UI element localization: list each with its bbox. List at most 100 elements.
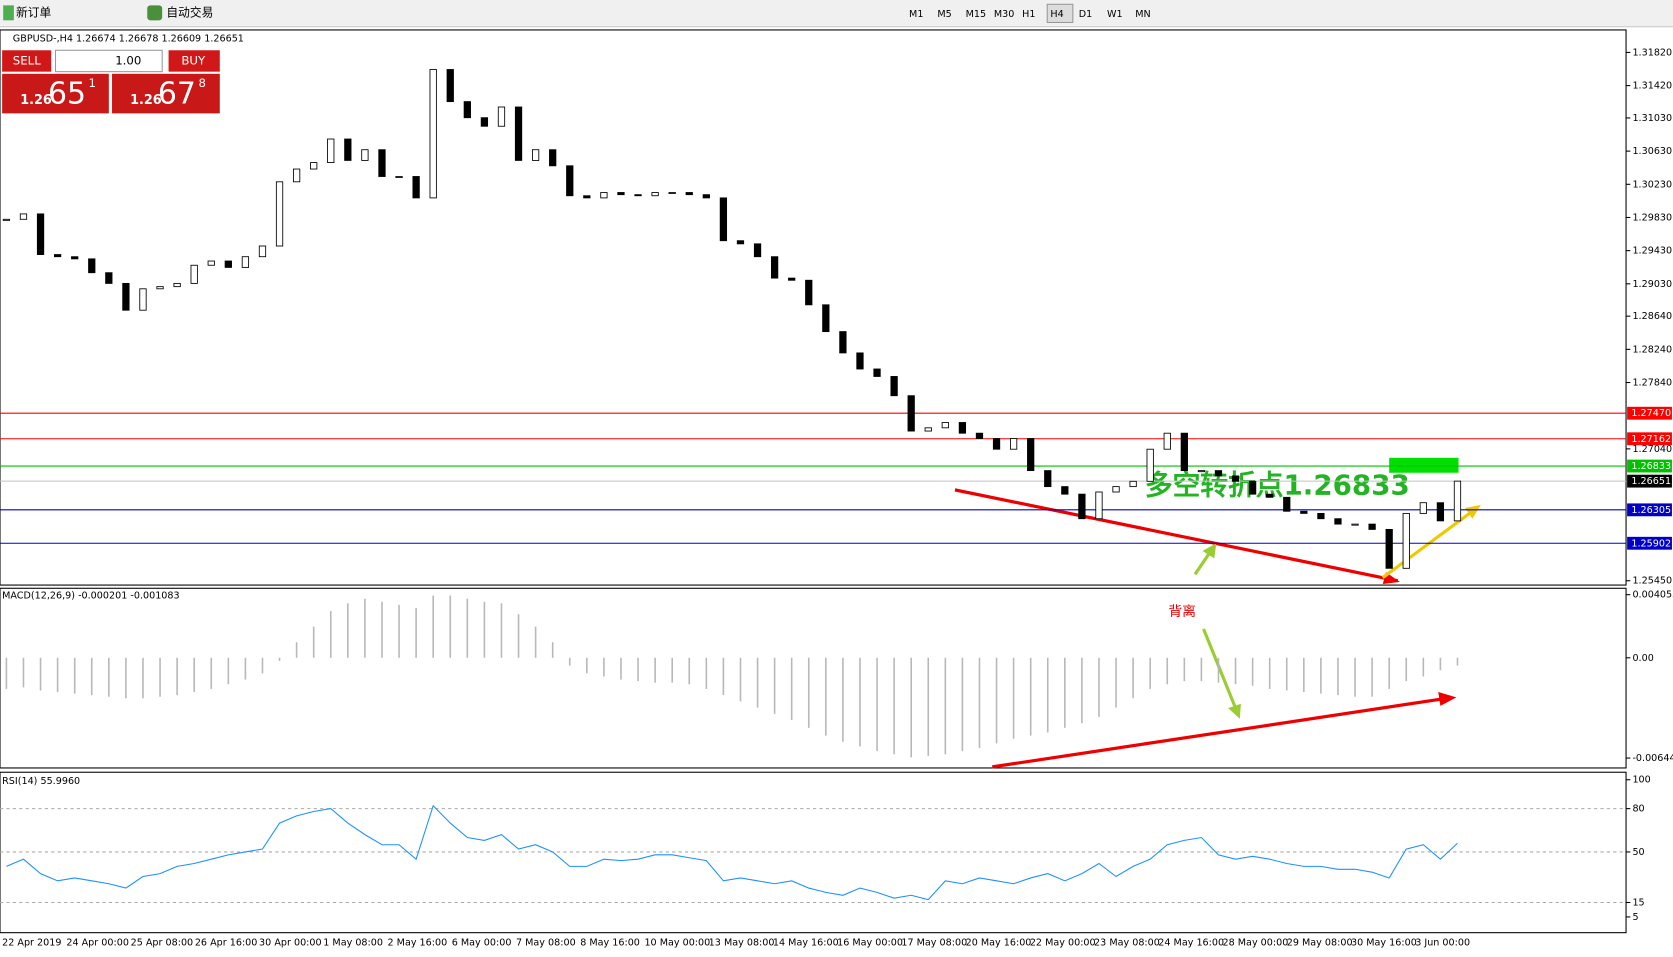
candle bbox=[668, 192, 676, 195]
candle bbox=[241, 256, 250, 268]
candle bbox=[685, 192, 693, 196]
y-tick-label: 15 bbox=[1632, 897, 1644, 908]
level-tag bbox=[1627, 406, 1672, 420]
y-tick-label: 1.28640 bbox=[1632, 311, 1672, 322]
y-tick-label: 1.27040 bbox=[1632, 444, 1672, 455]
candle bbox=[1266, 493, 1274, 498]
timeframe[interactable]: M30 bbox=[994, 9, 1015, 20]
candle bbox=[224, 260, 232, 268]
macd-title: MACD(12,26,9) -0.000201 -0.001083 bbox=[2, 591, 180, 602]
candle bbox=[1112, 486, 1120, 493]
candle bbox=[1231, 475, 1240, 482]
time-label: 24 May 16:00 bbox=[1158, 937, 1224, 948]
candle bbox=[36, 213, 45, 255]
candle bbox=[651, 192, 659, 197]
candle bbox=[1009, 438, 1018, 450]
active-tf bbox=[1046, 3, 1074, 23]
candle bbox=[566, 165, 574, 197]
level-label: 1.27470 bbox=[1631, 408, 1671, 419]
candle bbox=[1095, 491, 1103, 520]
y-tick-label: 1.30230 bbox=[1632, 179, 1672, 190]
new-order[interactable]: 新订单 bbox=[16, 5, 51, 19]
candle bbox=[958, 422, 967, 434]
timeframe[interactable]: MN bbox=[1135, 9, 1150, 20]
trade-panel: SELL 1.00 BUY 1.26 65 1 1.26 67 8 bbox=[2, 49, 220, 114]
level-tag bbox=[1627, 432, 1672, 446]
y-tick-label: 1.29030 bbox=[1632, 279, 1672, 290]
candle bbox=[429, 69, 437, 199]
candle bbox=[531, 149, 540, 161]
y-tick-label: 100 bbox=[1632, 775, 1650, 786]
time-label: 28 May 00:00 bbox=[1223, 937, 1289, 948]
candle bbox=[1351, 523, 1359, 526]
lot[interactable]: 1.00 bbox=[115, 53, 141, 67]
rsi-line bbox=[6, 804, 1458, 901]
new-order-icon[interactable] bbox=[3, 5, 14, 21]
y-tick-label: 1.29830 bbox=[1632, 212, 1672, 223]
candle bbox=[736, 240, 745, 245]
candle bbox=[856, 352, 864, 370]
current-label: 1.26651 bbox=[1631, 476, 1671, 487]
candle bbox=[839, 331, 847, 354]
level-tag bbox=[1627, 536, 1672, 550]
candle bbox=[327, 138, 335, 163]
buy-quote[interactable] bbox=[112, 73, 220, 114]
y-tick-label: 50 bbox=[1632, 847, 1644, 858]
timeframe[interactable]: M15 bbox=[966, 9, 987, 20]
candle bbox=[412, 176, 420, 199]
timeframe[interactable]: M5 bbox=[937, 9, 951, 20]
buy[interactable]: BUY bbox=[181, 53, 206, 67]
y-tick-label: 1.29430 bbox=[1632, 246, 1672, 257]
candle bbox=[463, 101, 471, 119]
auto-trading[interactable]: 自动交易 bbox=[166, 5, 213, 19]
candle bbox=[1078, 493, 1086, 520]
time-label: 8 May 16:00 bbox=[580, 937, 640, 948]
y-tick-label: 0.004055 bbox=[1632, 590, 1673, 601]
candle bbox=[446, 69, 454, 103]
lot-input[interactable] bbox=[54, 49, 163, 73]
timeframe[interactable]: D1 bbox=[1079, 9, 1092, 20]
timeframe[interactable]: H4 bbox=[1050, 9, 1063, 20]
candle bbox=[395, 176, 403, 179]
buy-big: 67 bbox=[158, 77, 196, 112]
timeframe[interactable]: H1 bbox=[1022, 9, 1035, 20]
sell[interactable]: SELL bbox=[13, 53, 41, 67]
candle bbox=[890, 376, 898, 397]
candle bbox=[1129, 480, 1137, 488]
candle bbox=[1453, 480, 1462, 522]
candle bbox=[1197, 470, 1206, 473]
y-tick-label: 1.31030 bbox=[1632, 113, 1672, 124]
candle bbox=[1146, 448, 1154, 482]
y-tick-label: 80 bbox=[1632, 804, 1644, 815]
time-label: 3 Jun 00:00 bbox=[1415, 937, 1470, 948]
sell-button[interactable] bbox=[2, 50, 52, 72]
time-label: 22 Apr 2019 bbox=[2, 937, 61, 948]
candle bbox=[275, 181, 284, 247]
candle bbox=[156, 286, 164, 290]
candle bbox=[207, 260, 215, 266]
candle bbox=[1317, 512, 1325, 520]
time-label: 16 May 00:00 bbox=[837, 937, 903, 948]
candle bbox=[122, 282, 130, 311]
sell-sup: 1 bbox=[89, 76, 96, 90]
level-label: 1.27162 bbox=[1631, 434, 1671, 445]
level-label: 1.26833 bbox=[1631, 461, 1671, 472]
trend-arrow bbox=[954, 488, 1399, 583]
candle bbox=[941, 422, 949, 429]
sell-quote[interactable] bbox=[2, 73, 109, 114]
buy-button[interactable] bbox=[168, 50, 220, 72]
candle bbox=[1402, 512, 1410, 569]
time-label: 14 May 16:00 bbox=[773, 937, 839, 948]
timeframe[interactable]: W1 bbox=[1107, 9, 1123, 20]
candle bbox=[1180, 432, 1188, 472]
candle bbox=[1214, 470, 1223, 477]
time-label: 30 Apr 00:00 bbox=[259, 937, 322, 948]
timeframe[interactable]: M1 bbox=[909, 9, 923, 20]
candle bbox=[873, 368, 881, 377]
time-label: 26 Apr 16:00 bbox=[195, 937, 258, 948]
time-label: 17 May 08:00 bbox=[901, 937, 967, 948]
auto-icon[interactable] bbox=[147, 5, 163, 21]
sell-big: 65 bbox=[48, 77, 86, 112]
time-label: 30 May 16:00 bbox=[1351, 937, 1417, 948]
